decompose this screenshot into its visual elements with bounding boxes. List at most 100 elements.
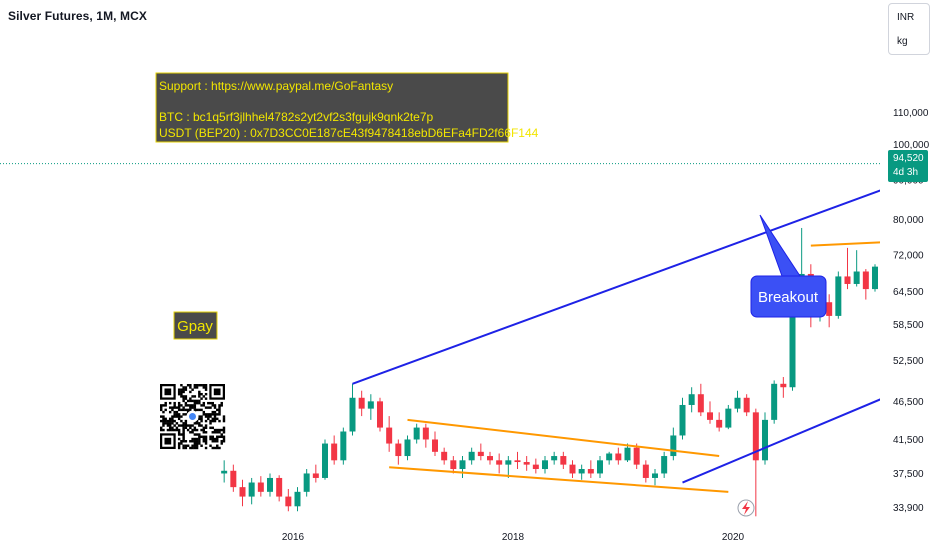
y-tick-label: 46,500: [893, 397, 924, 408]
qr-module: [198, 384, 201, 387]
qr-module: [177, 408, 181, 412]
info-line-support: Support : https://www.paypal.me/GoFantas…: [159, 79, 393, 93]
candle-body: [615, 453, 622, 461]
qr-module: [202, 440, 206, 443]
qr-module: [202, 386, 206, 389]
candle-body: [496, 460, 503, 465]
qr-module: [193, 440, 197, 443]
qr-module: [202, 413, 206, 416]
qr-module: [177, 406, 181, 409]
candlestick-chart[interactable]: Support : https://www.paypal.me/GoFantas…: [0, 0, 880, 524]
qr-module: [160, 426, 163, 430]
candle: [679, 397, 686, 440]
qr-module: [211, 410, 214, 414]
unit-selector[interactable]: INR kg: [888, 3, 930, 55]
wedge-upper-line: [810, 241, 880, 247]
qr-module: [211, 404, 214, 407]
price-axis[interactable]: 110,000100,00090,00080,00072,00064,50058…: [880, 0, 932, 524]
candles: [221, 227, 878, 517]
candle: [340, 427, 347, 465]
candle: [312, 464, 319, 483]
qr-module: [193, 446, 197, 450]
qr-module: [209, 437, 212, 441]
qr-module: [202, 435, 206, 438]
qr-module: [200, 417, 203, 421]
candle: [303, 469, 310, 497]
qr-module: [177, 415, 181, 418]
qr-module: [182, 428, 185, 432]
candle: [294, 487, 301, 512]
candle-body: [248, 482, 255, 497]
qr-module: [218, 435, 221, 438]
qr-module: [184, 395, 188, 398]
candle-body: [257, 482, 264, 492]
qr-module: [211, 437, 214, 441]
qr-module: [173, 404, 176, 407]
qr-module: [177, 404, 181, 407]
lightning-icon[interactable]: [737, 499, 755, 517]
qr-module: [173, 410, 176, 414]
qr-module: [189, 384, 192, 387]
qr-module: [177, 417, 181, 421]
qr-module: [195, 433, 199, 436]
candle-body: [276, 477, 283, 497]
qr-module: [213, 410, 217, 414]
qr-module: [182, 395, 185, 398]
qr-module: [184, 401, 188, 405]
candle-body: [523, 462, 530, 465]
candle-body: [707, 412, 713, 420]
candle: [523, 456, 530, 471]
qr-module: [216, 431, 219, 434]
qr-module: [173, 428, 176, 432]
qr-module: [200, 397, 203, 400]
candle: [477, 443, 484, 461]
qr-module: [211, 435, 214, 438]
qr-module: [175, 413, 179, 416]
qr-module: [189, 431, 192, 434]
qr-module: [211, 440, 214, 443]
qr-module: [222, 428, 226, 432]
candle-body: [652, 473, 658, 478]
qr-module: [175, 410, 179, 414]
candle: [257, 476, 264, 497]
time-axis[interactable]: 201620182020202220242026: [0, 524, 880, 550]
qr-module: [204, 388, 208, 391]
candle-body: [230, 470, 237, 488]
wedge-lower-line: [389, 466, 729, 493]
qr-module: [213, 413, 217, 416]
qr-module: [168, 422, 172, 425]
candle: [487, 451, 493, 465]
candle: [734, 390, 741, 413]
qr-module: [202, 437, 206, 441]
qr-module: [195, 422, 199, 425]
qr-module: [175, 415, 179, 418]
qr-module: [164, 417, 167, 421]
qr-module: [220, 401, 223, 405]
qr-module: [220, 435, 223, 438]
qr-module: [216, 428, 219, 432]
qr-module: [189, 446, 192, 450]
candle-body: [413, 427, 420, 440]
candle: [542, 456, 548, 474]
candle: [230, 464, 237, 492]
qr-module: [189, 390, 192, 394]
qr-module: [222, 417, 226, 421]
qr-module: [200, 392, 203, 396]
qr-module: [177, 428, 181, 432]
qr-module: [180, 390, 183, 394]
y-tick-label: 58,500: [893, 320, 924, 331]
candle: [413, 423, 420, 444]
qr-module: [204, 442, 208, 445]
qr-module: [191, 428, 194, 432]
qr-module: [166, 424, 170, 427]
qr-module: [191, 395, 194, 398]
qr-module: [182, 406, 185, 409]
qr-module: [173, 424, 176, 427]
qr-module: [173, 406, 176, 409]
candle: [762, 412, 768, 465]
qr-module: [182, 444, 185, 447]
qr-module: [209, 435, 212, 438]
qr-module: [186, 424, 190, 427]
candle-body: [679, 404, 686, 436]
candle: [432, 431, 438, 457]
